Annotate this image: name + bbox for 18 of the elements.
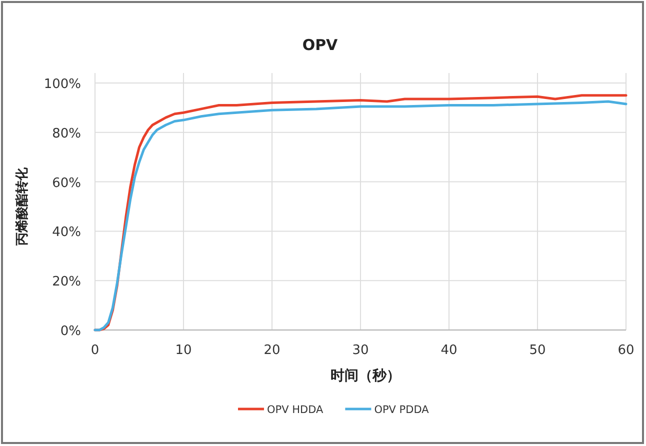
y-tick-label: 0% xyxy=(60,324,81,339)
x-tick-label: 10 xyxy=(175,343,192,358)
x-tick-label: 20 xyxy=(264,343,280,358)
x-tick-label: 30 xyxy=(352,343,369,358)
x-tick-label: 40 xyxy=(440,343,458,358)
x-tick-label: 0 xyxy=(90,343,100,358)
x-tick-label: 50 xyxy=(529,343,546,358)
legend-label: OPV HDDA xyxy=(267,404,324,416)
y-tick-label: 40% xyxy=(52,225,81,240)
y-tick-label: 80% xyxy=(52,126,81,142)
y-tick-label: 60% xyxy=(52,176,81,191)
y-tick-label: 100% xyxy=(44,77,81,92)
legend-label: OPV PDDA xyxy=(374,404,430,416)
y-tick-label: 20% xyxy=(52,274,81,290)
chart-title: OPV xyxy=(302,36,338,54)
x-tick-label: 60 xyxy=(618,343,634,358)
y-axis-title: 丙烯酸酯转化 xyxy=(14,166,30,246)
x-axis-title: 时间（秒） xyxy=(330,368,400,384)
